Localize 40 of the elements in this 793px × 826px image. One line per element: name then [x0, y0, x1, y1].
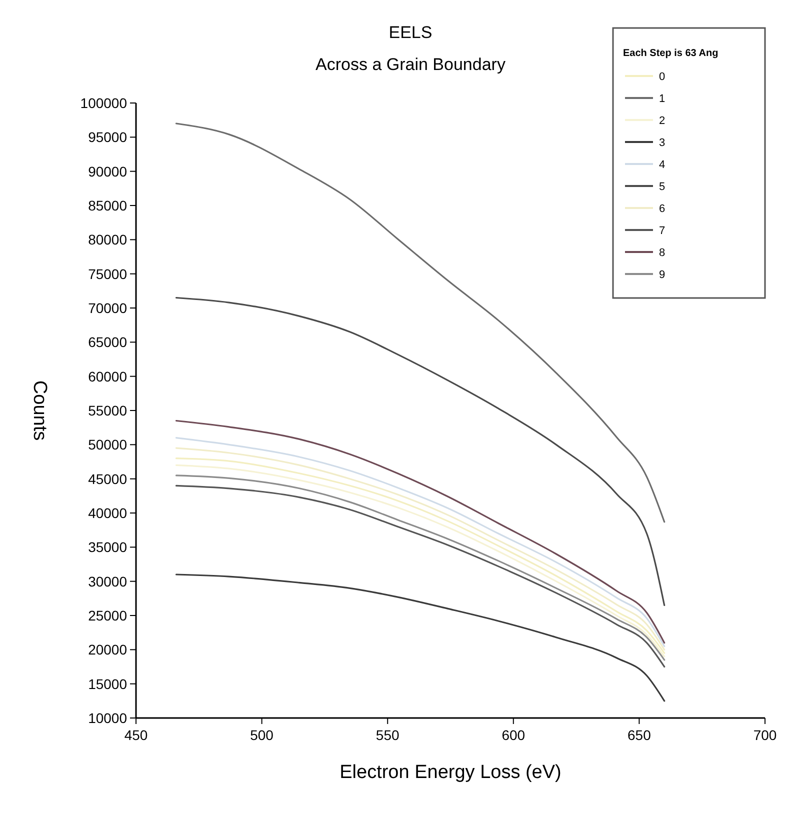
legend-label: 4 — [659, 159, 666, 171]
legend-title: Each Step is 63 Ang — [623, 48, 718, 59]
legend-label: 3 — [659, 137, 666, 149]
y-tick-label: 50000 — [88, 436, 128, 453]
x-tick-label: 550 — [376, 727, 400, 743]
y-tick-label: 75000 — [88, 266, 128, 282]
legend-label: 7 — [659, 225, 666, 237]
y-tick-label: 60000 — [88, 368, 128, 384]
legend-label: 0 — [659, 71, 666, 83]
y-tick-label: 70000 — [88, 300, 128, 316]
y-tick-label: 80000 — [88, 232, 128, 248]
y-tick-label: 25000 — [88, 608, 128, 624]
x-tick-label: 700 — [753, 727, 777, 743]
y-tick-label: 35000 — [88, 539, 128, 556]
chart-title: EELS — [388, 23, 432, 42]
y-tick-label: 30000 — [88, 573, 128, 590]
x-tick-label: 450 — [124, 727, 148, 743]
y-tick-label: 95000 — [88, 129, 128, 146]
y-tick-label: 100000 — [80, 95, 128, 111]
y-tick-label: 40000 — [88, 505, 128, 521]
x-tick-label: 500 — [250, 727, 274, 743]
y-tick-label: 65000 — [88, 334, 128, 350]
y-tick-label: 45000 — [88, 470, 128, 487]
y-tick-label: 90000 — [88, 163, 128, 180]
legend-label: 2 — [659, 115, 666, 127]
legend-label: 8 — [659, 247, 666, 259]
y-tick-label: 10000 — [88, 710, 128, 726]
x-tick-label: 600 — [502, 727, 526, 743]
x-axis-title: Electron Energy Loss (eV) — [340, 762, 562, 783]
y-tick-label: 55000 — [88, 402, 128, 418]
x-tick-label: 650 — [628, 727, 652, 743]
legend-label: 9 — [659, 269, 666, 281]
y-tick-label: 20000 — [88, 642, 128, 658]
legend-label: 1 — [659, 93, 666, 105]
legend-label: 5 — [659, 181, 666, 193]
chart-subtitle: Across a Grain Boundary — [316, 55, 506, 74]
y-tick-label: 15000 — [88, 676, 128, 692]
y-axis-title: Counts — [29, 380, 50, 441]
y-tick-label: 85000 — [88, 198, 128, 214]
legend-label: 6 — [659, 203, 666, 215]
